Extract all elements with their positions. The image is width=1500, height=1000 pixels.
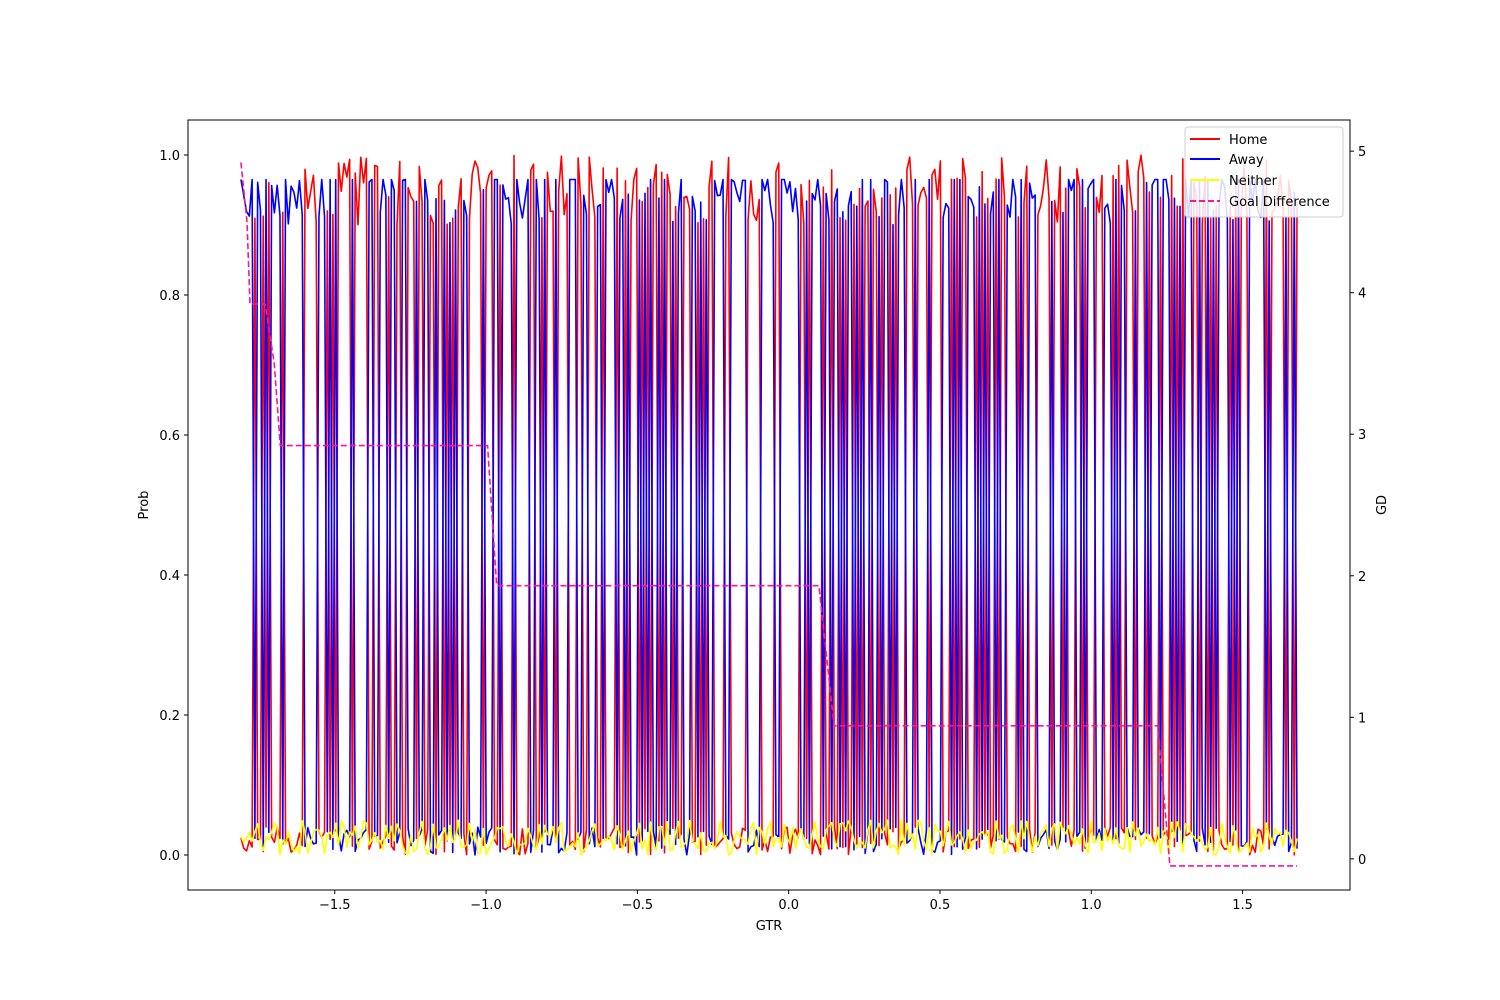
series-layer [240,154,1298,867]
x-axis-ticks: −1.5 −1.0 −0.5 0.0 0.5 1.0 1.5 [319,890,1253,913]
y2-tick-label: 0 [1358,853,1366,868]
x-tick-label: −1.0 [470,898,502,913]
y-tick-label: 0.6 [159,429,180,444]
y2-tick-label: 3 [1358,428,1366,443]
series-goal-difference-line [240,162,1298,867]
x-tick-label: 0.5 [930,898,951,913]
series-home-line [240,154,1298,856]
legend-label-home: Home [1229,133,1267,148]
legend-label-away: Away [1229,153,1264,168]
legend-label-neither: Neither [1229,174,1278,189]
x-tick-label: 1.0 [1081,898,1102,913]
y2-axis-ticks: 0 1 2 3 4 5 [1350,145,1366,868]
y-tick-label: 0.2 [159,709,180,724]
x-tick-label: 1.5 [1232,898,1253,913]
x-tick-label: 0.0 [778,898,799,913]
x-tick-label: −0.5 [622,898,654,913]
y2-tick-label: 2 [1358,570,1366,585]
legend-label-goal-difference: Goal Difference [1229,195,1330,210]
y2-axis-label: GD [1375,495,1390,515]
y2-tick-label: 4 [1358,287,1366,302]
legend-box [1184,126,1344,218]
y-tick-label: 0.4 [159,569,180,584]
y2-tick-label: 5 [1358,145,1366,160]
y-tick-label: 1.0 [159,149,180,164]
y-axis-label: Prob [137,491,152,520]
series-away-line [240,178,1298,856]
y-axis-ticks: 0.0 0.2 0.4 0.6 0.8 1.0 [159,149,188,864]
x-tick-label: −1.5 [319,898,351,913]
plot-frame [187,119,1351,891]
x-axis-label: GTR [756,919,783,934]
y2-tick-label: 1 [1358,711,1366,726]
y-tick-label: 0.8 [159,289,180,304]
y-tick-label: 0.0 [159,849,180,864]
legend: Home Away Neither Goal Difference [1184,126,1344,218]
series-neither-line [240,819,1298,856]
